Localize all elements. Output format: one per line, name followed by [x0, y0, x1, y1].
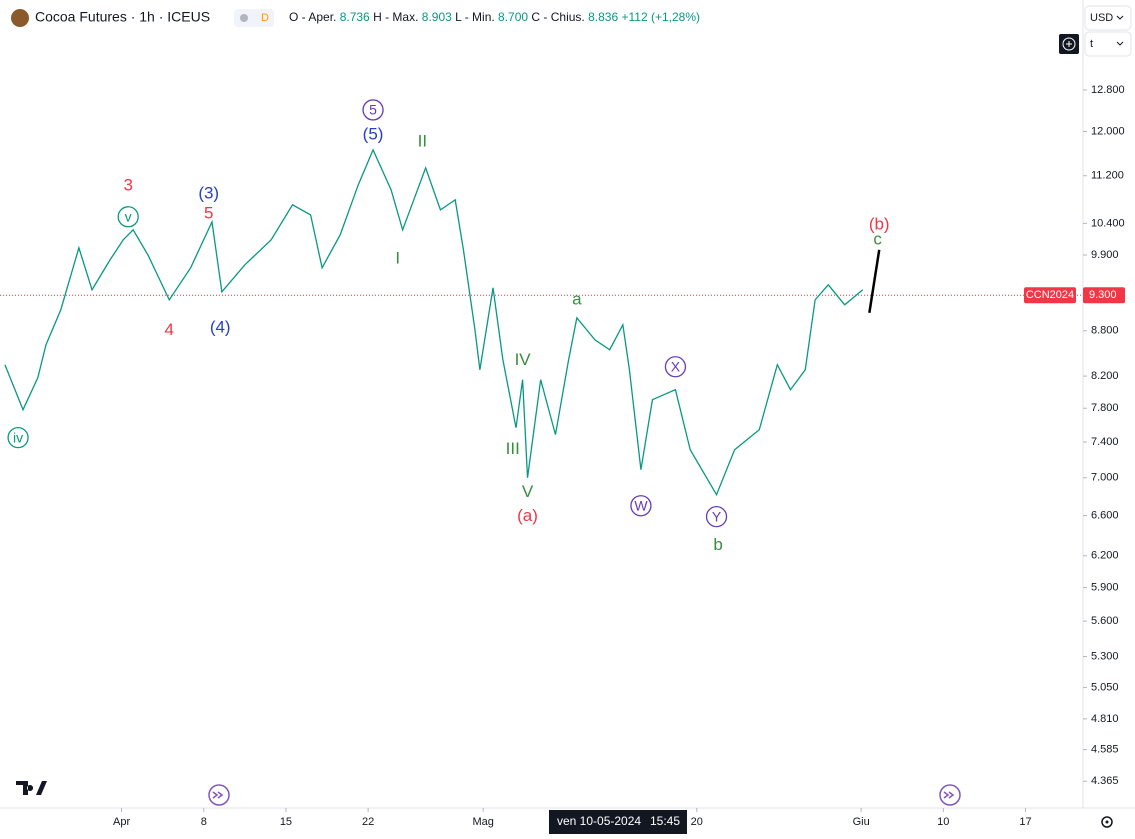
wave-label: X	[671, 358, 681, 374]
x-tick-label: 15	[280, 816, 292, 828]
y-tick-label: 4.585	[1091, 744, 1119, 756]
settings-button[interactable]	[1101, 816, 1113, 828]
y-tick-label: 11.200	[1091, 170, 1124, 182]
price-tag-label: 9.300	[1089, 289, 1117, 301]
unit-button[interactable]	[1084, 31, 1132, 57]
ohlc-legend: O - Aper. 8.736 H - Max. 8.903 L - Min. …	[289, 10, 700, 24]
y-tick-label: 8.200	[1091, 370, 1119, 382]
badge: D	[261, 12, 269, 24]
wave-circle	[117, 206, 139, 228]
wave-circle	[705, 505, 728, 528]
symbol-tag	[1024, 287, 1076, 304]
y-tick-label: 6.200	[1091, 550, 1119, 562]
unit[interactable]: t	[1090, 38, 1093, 50]
wave-label: (3)	[198, 183, 219, 202]
y-tick-label: 5.050	[1091, 681, 1119, 693]
x-tick-label: 17	[1019, 816, 1031, 828]
wave-circle	[7, 426, 29, 449]
wave-label: III	[506, 439, 520, 458]
ohlc-value: 8.700	[498, 10, 528, 24]
ohlc-value: 8.836	[588, 10, 618, 24]
badge-dot	[240, 14, 248, 22]
wave-circle	[664, 356, 687, 378]
projection-line	[868, 249, 881, 314]
y-tick-label: 6.600	[1091, 509, 1119, 521]
wave-label: (4)	[210, 317, 231, 336]
x-tick-label: 22	[362, 816, 374, 828]
y-tick-label: 5.900	[1091, 582, 1119, 594]
wave-circle	[630, 495, 652, 517]
x-tick-label: 8	[201, 816, 207, 828]
wave-label: Y	[712, 508, 722, 524]
price-tag	[1083, 287, 1125, 304]
symbol-icon	[11, 9, 29, 27]
y-tick-label: 12.000	[1091, 125, 1125, 137]
wave-label: v	[125, 208, 132, 224]
currency[interactable]: USD	[1090, 12, 1113, 24]
y-tick-label: 9.900	[1091, 249, 1119, 261]
add-icon	[1062, 37, 1076, 51]
wave-label: V	[522, 482, 534, 501]
ohlc-label: L - Min.	[455, 10, 495, 24]
ohlc-label: O - Aper.	[289, 10, 336, 24]
wave-label: a	[572, 289, 582, 308]
dropdown-arrow	[1116, 41, 1124, 46]
logo	[16, 781, 47, 795]
crosshair-time: 15:45	[650, 814, 680, 828]
wave-label: (5)	[363, 124, 384, 143]
wave-label: c	[873, 229, 882, 248]
badge-bg	[234, 9, 274, 27]
wave-label: (b)	[869, 214, 890, 233]
y-tick-label: 5.300	[1091, 650, 1119, 662]
y-tick-label: 7.800	[1091, 402, 1119, 414]
wave-label: II	[418, 131, 427, 150]
wave-label: 5	[369, 102, 377, 118]
wave-label: 3	[123, 175, 132, 194]
wave-label: 4	[165, 320, 174, 339]
currency-button[interactable]	[1084, 5, 1132, 31]
ohlc-value: 8.903	[422, 10, 452, 24]
wave-label: 5	[204, 203, 213, 222]
crosshair-tag	[549, 810, 687, 834]
dropdown-arrow	[1116, 15, 1124, 20]
price-line	[4, 148, 864, 497]
y-tick-label: 7.400	[1091, 436, 1119, 448]
ohlc-label: H - Max.	[373, 10, 418, 24]
symbol-title: Cocoa Futures · 1h · ICEUS	[35, 9, 210, 25]
x-tick-label: 20	[691, 816, 703, 828]
y-tick-label: 8.800	[1091, 325, 1119, 337]
ohlc-value: 8.736	[340, 10, 370, 24]
jump-button[interactable]	[939, 784, 961, 806]
y-tick-label: 5.600	[1091, 615, 1119, 627]
y-tick-label: 4.365	[1091, 775, 1119, 787]
jump-button[interactable]	[208, 784, 230, 806]
wave-circle	[362, 99, 384, 121]
crosshair-date: ven 10-05-2024	[557, 814, 641, 828]
x-tick-label: Apr	[113, 816, 130, 828]
x-tick-label: Mag	[472, 816, 493, 828]
wave-label: W	[634, 497, 648, 513]
wave-label: b	[713, 535, 722, 554]
wave-label: I	[395, 248, 400, 267]
x-tick-label: 10	[937, 816, 949, 828]
ohlc-label: C - Chius.	[531, 10, 584, 24]
y-tick-label: 7.000	[1091, 472, 1119, 484]
y-tick-label: 12.800	[1091, 84, 1125, 96]
wave-label: iv	[13, 429, 23, 445]
wave-label: (a)	[517, 506, 538, 525]
y-tick-label: 4.810	[1091, 713, 1119, 725]
wave-label: IV	[515, 350, 532, 369]
symbol-tag-label: CCN2024	[1026, 289, 1074, 301]
add-icon	[1066, 41, 1072, 47]
x-tick-label: Giu	[853, 816, 870, 828]
change: +112 (+1,28%)	[621, 10, 700, 24]
y-tick-label: 10.400	[1091, 217, 1125, 229]
